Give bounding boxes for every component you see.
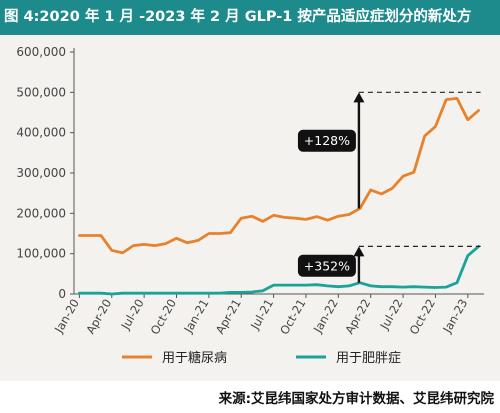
x-tick-label: Apr-20 xyxy=(83,297,114,337)
plot-area: 0 100,000 200,000 300,000 400,000 500,000 600,… xyxy=(0,35,500,381)
x-tick-label: Jan-21 xyxy=(181,297,212,336)
x-tick-label: Apr-21 xyxy=(213,297,244,337)
growth-label: +128% xyxy=(304,133,350,148)
legend-label: 用于肥胖症 xyxy=(336,351,401,366)
x-tick-label: Oct-22 xyxy=(407,297,438,337)
x-tick-label: Apr-22 xyxy=(342,297,373,337)
y-tick-label: 200,000 xyxy=(16,206,66,220)
x-tick-label: Oct-20 xyxy=(148,297,179,337)
line-chart: 0 100,000 200,000 300,000 400,000 500,000 600,… xyxy=(16,45,484,366)
y-tick-label: 400,000 xyxy=(16,126,66,140)
y-tick-label: 0 xyxy=(58,287,66,301)
x-tick-label: Jan-23 xyxy=(440,297,471,336)
y-tick-label: 300,000 xyxy=(16,166,66,180)
x-tick-label: Jul-22 xyxy=(377,297,406,333)
series-line-obesity xyxy=(78,244,481,296)
growth-label-box xyxy=(297,254,356,277)
x-tick-label: Jan-22 xyxy=(310,297,341,336)
y-tick-label: 600,000 xyxy=(16,45,66,59)
series-line-diabetes xyxy=(78,97,481,255)
source-note: 来源:艾昆纬国家处方审计数据、艾昆纬研究院 xyxy=(218,391,494,407)
legend-label: 用于糖尿病 xyxy=(162,350,227,366)
x-tick-label: Oct-21 xyxy=(277,297,308,337)
growth-label: +352% xyxy=(304,258,350,273)
y-tick-label: 100,000 xyxy=(16,247,66,261)
chart-title: 图 4:2020 年 1 月 -2023 年 2 月 GLP-1 按产品适应症划… xyxy=(0,0,500,35)
growth-arrow-head xyxy=(353,92,365,103)
x-tick-label: Jul-21 xyxy=(247,297,276,333)
x-tick-label: Jul-20 xyxy=(118,297,147,333)
x-tick-label: Jan-20 xyxy=(51,297,82,336)
y-tick-label: 500,000 xyxy=(16,85,66,99)
growth-arrow-head xyxy=(353,246,365,257)
growth-label-box xyxy=(297,129,356,152)
